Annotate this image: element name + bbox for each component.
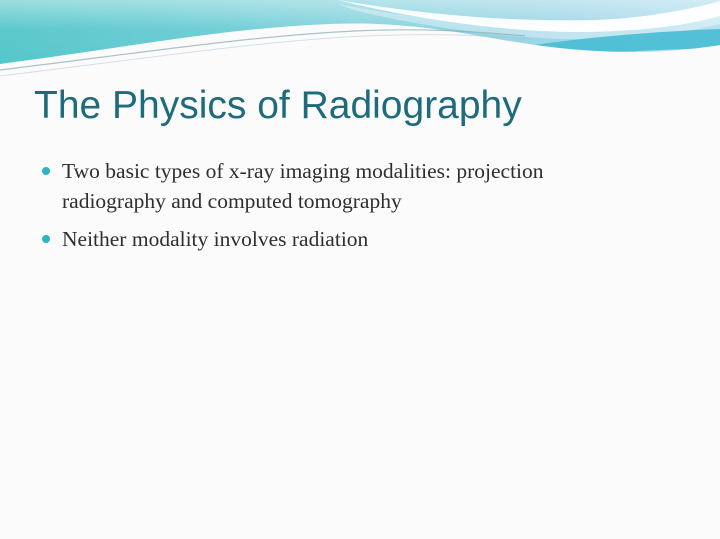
bullet-icon [42, 235, 50, 243]
bullet-item: Neither modality involves radiation [42, 224, 547, 254]
bullet-icon [42, 167, 50, 175]
bullet-list: Two basic types of x-ray imaging modalit… [42, 156, 547, 262]
wave-hairline-2 [0, 34, 531, 77]
bullet-item: Two basic types of x-ray imaging modalit… [42, 156, 547, 216]
header-wave-graphic [0, 0, 720, 100]
wave-hairline-1 [0, 29, 526, 71]
slide-title: The Physics of Radiography [34, 84, 522, 127]
bullet-text: Neither modality involves radiation [62, 227, 369, 251]
wave-ribbon [338, 0, 720, 33]
wave-white-body [0, 23, 720, 100]
bullet-text: Two basic types of x-ray imaging modalit… [62, 159, 544, 213]
